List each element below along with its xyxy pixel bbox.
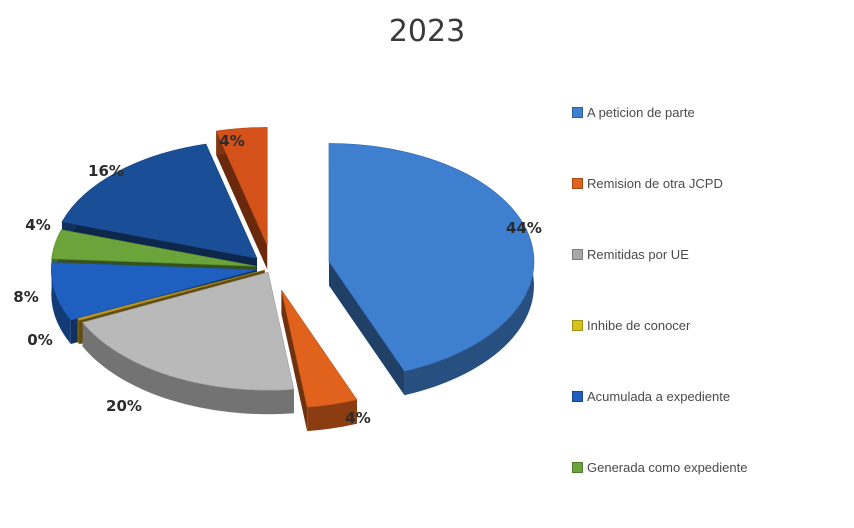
pie-slice	[51, 229, 257, 267]
legend-swatch	[572, 248, 583, 260]
legend-label: Acumulada a expediente	[587, 388, 731, 404]
pie-slice-label: 16%	[88, 162, 124, 180]
pie-slice-wall	[216, 131, 268, 270]
pie-slice	[82, 271, 295, 391]
pie-chart: 44% 4% 20% 0% 8% 4% 16% 4%	[13, 127, 542, 432]
legend-item: Inhibe de conocer	[572, 315, 854, 335]
pie-slice-side	[82, 322, 294, 415]
pie-slice-wall	[328, 261, 405, 396]
legend: A peticion de parte Remision de otra JCP…	[572, 102, 854, 528]
legend-swatch	[572, 461, 583, 473]
legend-swatch	[572, 106, 583, 118]
pie-slice-side	[51, 262, 71, 345]
pie-slice	[50, 262, 257, 321]
pie-slice-label: 44%	[506, 219, 542, 237]
pie-slice-label: 0%	[27, 331, 52, 349]
pie-labels: 44% 4% 20% 0% 8% 4% 16% 4%	[13, 132, 542, 427]
legend-swatch	[572, 390, 583, 402]
legend-label: Remitidas por UE	[587, 246, 689, 262]
legend-item: Acumulada a expediente	[572, 386, 854, 406]
pie-slice-label: 4%	[219, 132, 244, 150]
legend-swatch	[572, 319, 583, 331]
pie-slice	[61, 143, 258, 259]
legend-swatch	[572, 177, 583, 189]
pie-slice	[281, 289, 358, 408]
legend-item: Remitidas por UE	[572, 244, 854, 264]
legend-item: Generada como expediente	[572, 457, 854, 477]
legend-label: Generada como expediente	[587, 459, 748, 475]
chart-title: 2023	[388, 14, 466, 49]
pie-tops	[50, 127, 535, 408]
legend-item: A peticion de parte	[572, 102, 854, 122]
legend-item: Remision de otra JCPD	[572, 173, 854, 193]
pie-slice-label: 4%	[25, 216, 50, 234]
pie-slice-wall	[281, 290, 308, 432]
legend-label: Inhibe de conocer	[587, 317, 691, 333]
pie-slice-label: 20%	[106, 397, 142, 415]
pie-slice	[215, 127, 268, 246]
pie-slice-side	[307, 399, 357, 432]
pie-slice	[328, 143, 535, 372]
legend-label: Remision de otra JCPD	[587, 175, 723, 191]
legend-label: A peticion de parte	[587, 104, 695, 120]
pie-slice-side	[77, 317, 80, 345]
pie-slice-label: 8%	[13, 288, 38, 306]
pie-slice-label: 4%	[345, 409, 370, 427]
